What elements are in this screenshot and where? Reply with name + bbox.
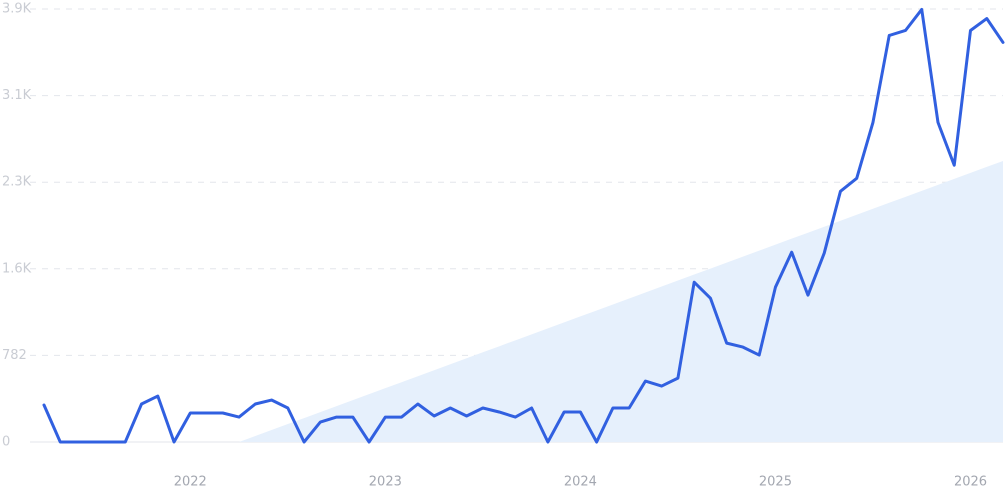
x-tick-label: 2023: [369, 475, 402, 490]
y-tick-label: 3.1K: [2, 88, 32, 103]
trend-area: [239, 160, 1003, 442]
x-tick-label: 2024: [564, 475, 597, 490]
x-tick-label: 2026: [954, 475, 987, 490]
y-tick-label: 3.9K: [2, 2, 32, 17]
x-tick-label: 2025: [759, 475, 792, 490]
line: [42, 7, 1005, 444]
background-layer: [30, 8, 1003, 443]
y-tick-label: 1.6K: [2, 261, 32, 276]
y-tick-label: 0: [2, 435, 10, 450]
foreground-layer: 0 782 1.6K 2.3K 3.1K 3.9K 2022 2023 2024 2025 2026: [2, 2, 1005, 490]
y-tick-label: 2.3K: [2, 175, 32, 190]
y-tick-label: 782: [2, 348, 27, 363]
x-tick-label: 2022: [174, 475, 207, 490]
